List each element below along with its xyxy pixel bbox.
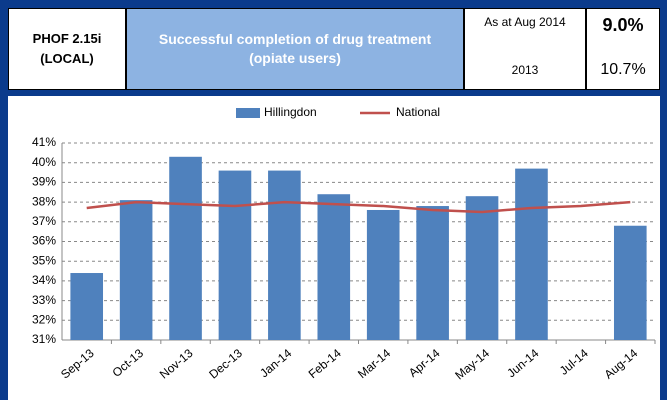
y-tick-label: 37% xyxy=(32,214,56,228)
period-cell: As at Aug 2014 2013 xyxy=(464,8,586,90)
bar xyxy=(169,156,202,340)
y-tick-label: 40% xyxy=(32,155,56,169)
x-tick-label: Jan-14 xyxy=(257,346,294,381)
y-tick-label: 36% xyxy=(32,234,56,248)
x-tick-label: Jun-14 xyxy=(504,346,541,381)
code-line: (LOCAL) xyxy=(40,51,94,66)
bar xyxy=(613,225,647,340)
x-tick-label: Jul-14 xyxy=(557,346,591,378)
bar xyxy=(317,194,351,340)
x-tick-label: Apr-14 xyxy=(406,346,443,380)
y-tick-label: 38% xyxy=(32,194,56,208)
comparison-value: 10.7% xyxy=(600,61,646,78)
title-line: (opiate users) xyxy=(249,50,341,66)
x-tick-label: Oct-13 xyxy=(110,346,147,380)
x-tick-label: Sep-13 xyxy=(58,346,97,382)
x-tick-label: May-14 xyxy=(452,346,492,383)
x-tick-label: Mar-14 xyxy=(355,346,393,381)
y-tick-label: 33% xyxy=(32,293,56,307)
bar xyxy=(366,209,400,340)
x-tick-label: Feb-14 xyxy=(306,346,344,381)
period-label: As at Aug 2014 xyxy=(484,15,566,29)
x-tick-label: Nov-13 xyxy=(157,346,196,382)
bar xyxy=(515,168,548,340)
value-cell: 9.0% 10.7% xyxy=(586,8,660,90)
title-line: Successful completion of drug treatment xyxy=(158,31,432,47)
bar xyxy=(70,273,104,340)
period-value: 9.0% xyxy=(602,15,644,35)
y-tick-label: 39% xyxy=(32,175,56,189)
legend-label: National xyxy=(396,105,440,119)
y-tick-label: 31% xyxy=(32,332,56,346)
y-tick-label: 32% xyxy=(32,312,56,326)
bar xyxy=(465,196,499,340)
legend-swatch xyxy=(236,108,260,118)
y-tick-label: 35% xyxy=(32,253,56,267)
y-tick-label: 41% xyxy=(32,135,56,149)
x-tick-label: Dec-13 xyxy=(206,346,245,382)
indicator-code: PHOF 2.15i (LOCAL) xyxy=(8,8,126,90)
code-line: PHOF 2.15i xyxy=(32,31,102,46)
indicator-title: Successful completion of drug treatment … xyxy=(126,8,464,90)
bar xyxy=(416,206,449,340)
bar xyxy=(268,170,301,340)
legend-label: Hillingdon xyxy=(264,105,317,119)
y-tick-label: 34% xyxy=(32,273,56,287)
bar xyxy=(218,170,252,340)
line xyxy=(86,200,631,214)
x-tick-label: Aug-14 xyxy=(602,346,641,382)
bar xyxy=(119,200,153,340)
chart: 31% 32% 33% 34% 35% 36% 37% 38% 39% 40% 41% Sep-13 O… xyxy=(8,96,660,400)
comparison-label: 2013 xyxy=(511,63,539,77)
